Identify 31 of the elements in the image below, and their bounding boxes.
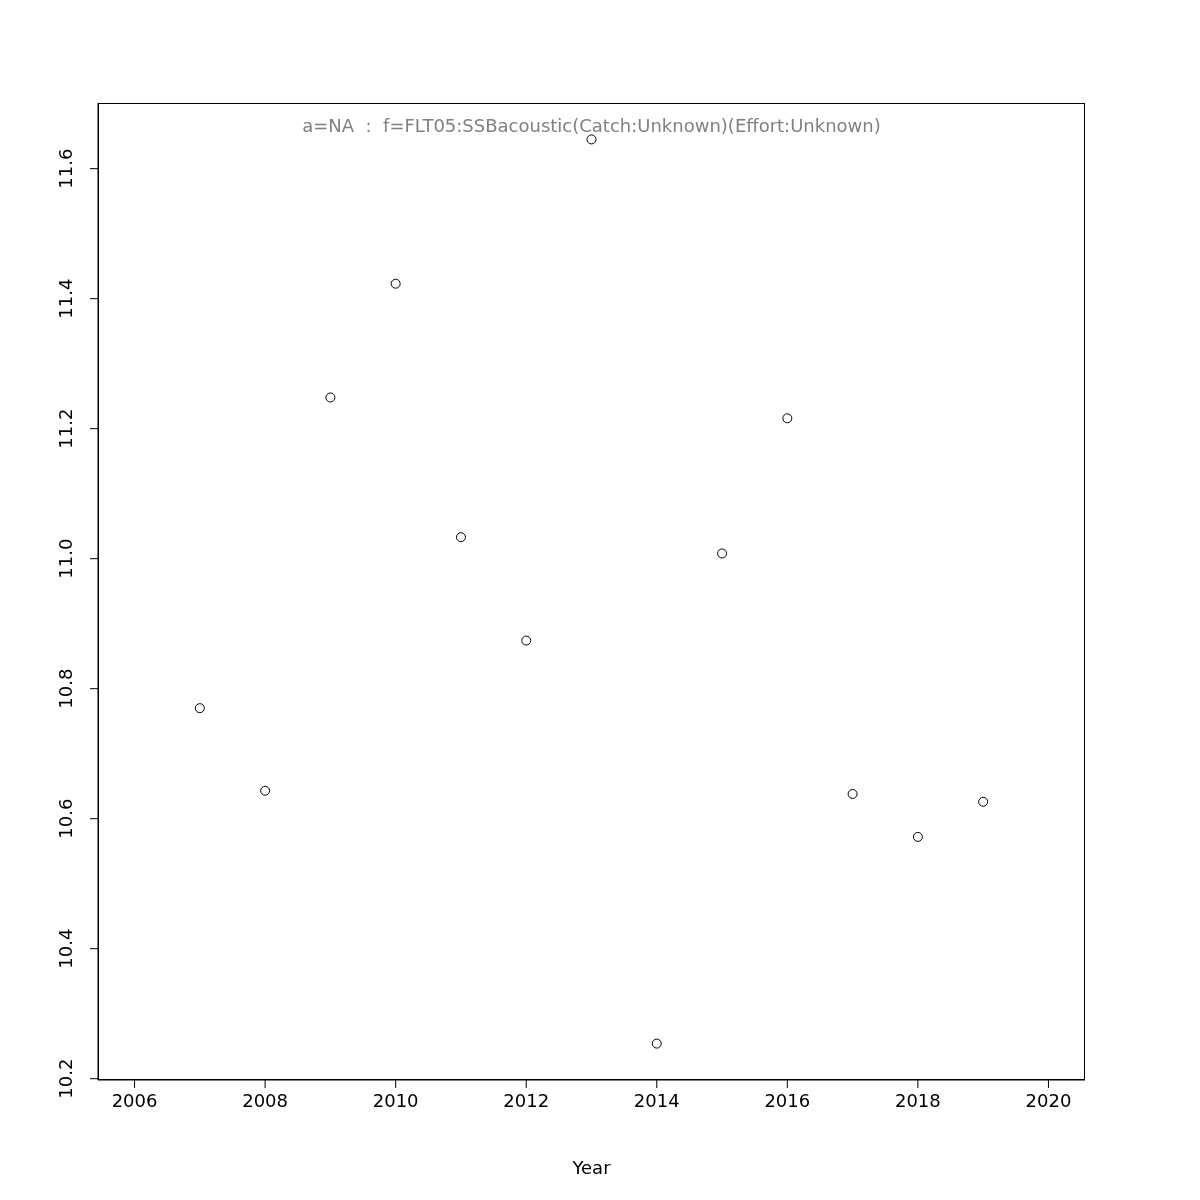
x-tick-label: 2014 (633, 1089, 680, 1111)
point (325, 392, 336, 403)
annotation: a=NA : f=FLT05:SSBacoustic(Catch:Unknown)(Effort:Unknown) (301, 115, 882, 136)
point (260, 785, 271, 796)
y-tick-label: 11.4 (55, 278, 76, 319)
point (978, 796, 989, 807)
y-tick-label: 10.4 (55, 928, 76, 969)
point (390, 278, 401, 289)
point (586, 134, 597, 145)
point (717, 548, 728, 559)
y-tick-label: 10.6 (55, 798, 76, 839)
point (651, 1038, 662, 1049)
y-tick-label: 11.0 (55, 538, 76, 579)
point (782, 413, 793, 424)
point (194, 703, 205, 714)
x-tick-label: 2006 (111, 1089, 158, 1111)
point (847, 788, 858, 799)
x-tick-label: 2018 (894, 1089, 941, 1111)
x-tick-label: 2012 (503, 1089, 550, 1111)
y-tick-label: 11.2 (55, 408, 76, 449)
point (455, 532, 466, 543)
y-tick-label: 10.2 (55, 1058, 76, 1099)
y-tick-label: 10.8 (55, 668, 76, 709)
x-tick-label: 2010 (372, 1089, 419, 1111)
point (912, 831, 923, 842)
y-tick-label: 11.6 (55, 148, 76, 189)
x-tick-label: 2020 (1025, 1089, 1072, 1111)
x-tick-label: 2016 (764, 1089, 811, 1111)
x-tick-label: 2008 (242, 1089, 289, 1111)
x-axis-title: Year (571, 1157, 612, 1178)
point (521, 635, 532, 646)
